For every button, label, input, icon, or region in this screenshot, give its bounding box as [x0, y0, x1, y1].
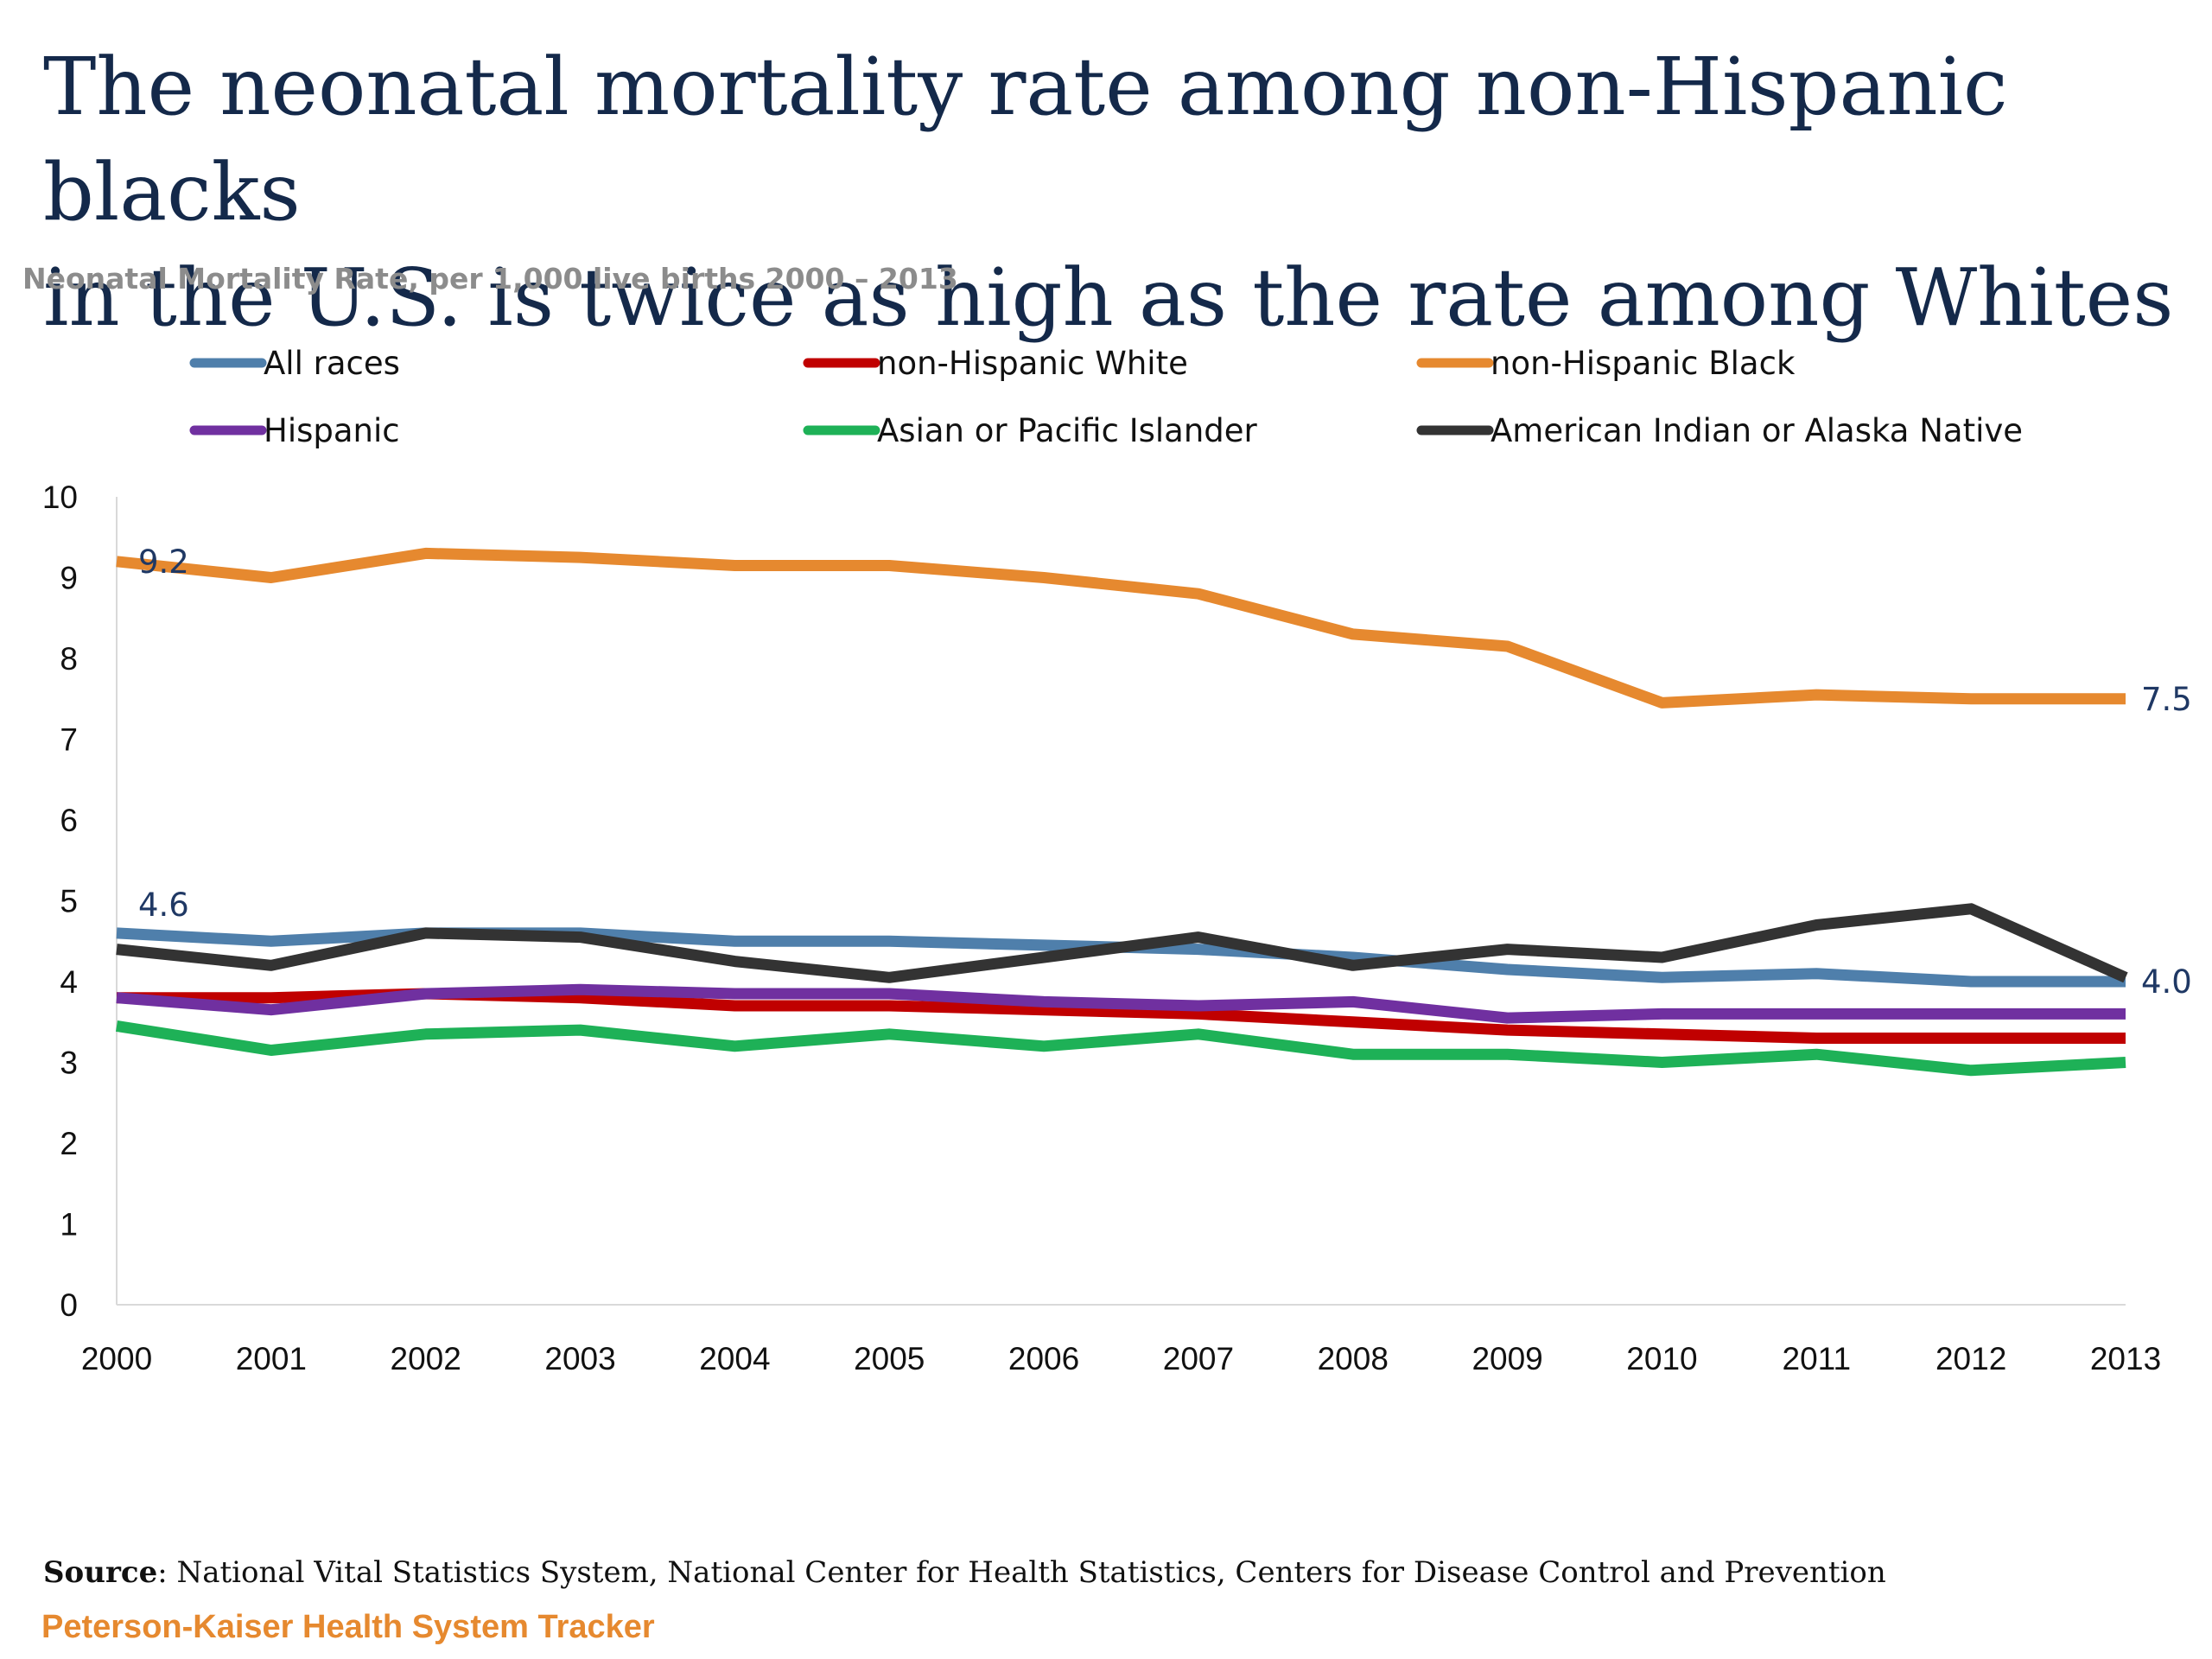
data-label: 4.0 — [2141, 963, 2192, 1001]
x-tick-label: 2010 — [1626, 1341, 1697, 1376]
x-tick-label: 2013 — [2090, 1341, 2161, 1376]
source-text: : National Vital Statistics System, Nati… — [157, 1555, 1886, 1590]
x-tick-label: 2002 — [391, 1341, 461, 1376]
brand-logo-text: Peterson-Kaiser Health System Tracker — [41, 1609, 655, 1645]
x-tick-label: 2000 — [81, 1341, 152, 1376]
y-tick-label: 10 — [42, 480, 78, 515]
data-label: 4.6 — [138, 887, 189, 924]
series-line — [116, 903, 2128, 983]
source-label: Source — [43, 1555, 158, 1590]
x-tick-label: 2001 — [236, 1341, 307, 1376]
legend-label: non-Hispanic White — [877, 345, 1188, 382]
y-tick-label: 9 — [60, 561, 78, 596]
x-tick-label: 2005 — [854, 1341, 925, 1376]
x-tick-label: 2009 — [1471, 1341, 1542, 1376]
series-line — [115, 1020, 2126, 1077]
x-tick-label: 2006 — [1008, 1341, 1079, 1376]
x-tick-label: 2012 — [1936, 1341, 2006, 1376]
title-line-1: The neonatal mortality rate among non-Hi… — [43, 41, 2008, 238]
x-tick-label: 2004 — [699, 1341, 770, 1376]
chart-title: The neonatal mortality rate among non-Hi… — [43, 35, 2186, 351]
y-tick-label: 6 — [60, 803, 78, 838]
y-tick-label: 0 — [60, 1287, 78, 1323]
y-tick-label: 1 — [60, 1207, 78, 1243]
y-tick-label: 5 — [60, 884, 78, 919]
legend-label: Asian or Pacific Islander — [877, 412, 1258, 449]
y-tick-label: 8 — [60, 641, 78, 677]
series-line — [116, 983, 2126, 1024]
legend-label: All races — [264, 345, 400, 382]
title-line-2: in the U.S. is twice as high as the rate… — [43, 251, 2174, 344]
legend-label: Hispanic — [264, 412, 400, 449]
data-label: 9.2 — [138, 543, 189, 581]
line-chart: 0 1 2 3 4 5 6 7 8 9 10 2000 2001 2002 2003 2004 2005 2006… — [42, 345, 2192, 1376]
y-tick-label: 3 — [60, 1046, 78, 1081]
source-note: Source: National Vital Statistics System… — [43, 1555, 1886, 1590]
y-tick-label: 2 — [60, 1126, 78, 1161]
x-tick-label: 2011 — [1783, 1341, 1852, 1376]
data-label: 7.5 — [2141, 681, 2192, 718]
legend-label: American Indian or Alaska Native — [1491, 412, 2023, 449]
legend-label: non-Hispanic Black — [1491, 345, 1796, 382]
x-tick-label: 2008 — [1318, 1341, 1389, 1376]
x-tick-label: 2003 — [544, 1341, 615, 1376]
y-tick-label: 7 — [60, 722, 78, 758]
chart-subtitle: Neonatal Mortality Rate, per 1,000 live … — [22, 262, 958, 296]
series-line — [116, 547, 2126, 709]
x-tick-label: 2007 — [1163, 1341, 1234, 1376]
y-tick-label: 4 — [60, 964, 78, 1000]
